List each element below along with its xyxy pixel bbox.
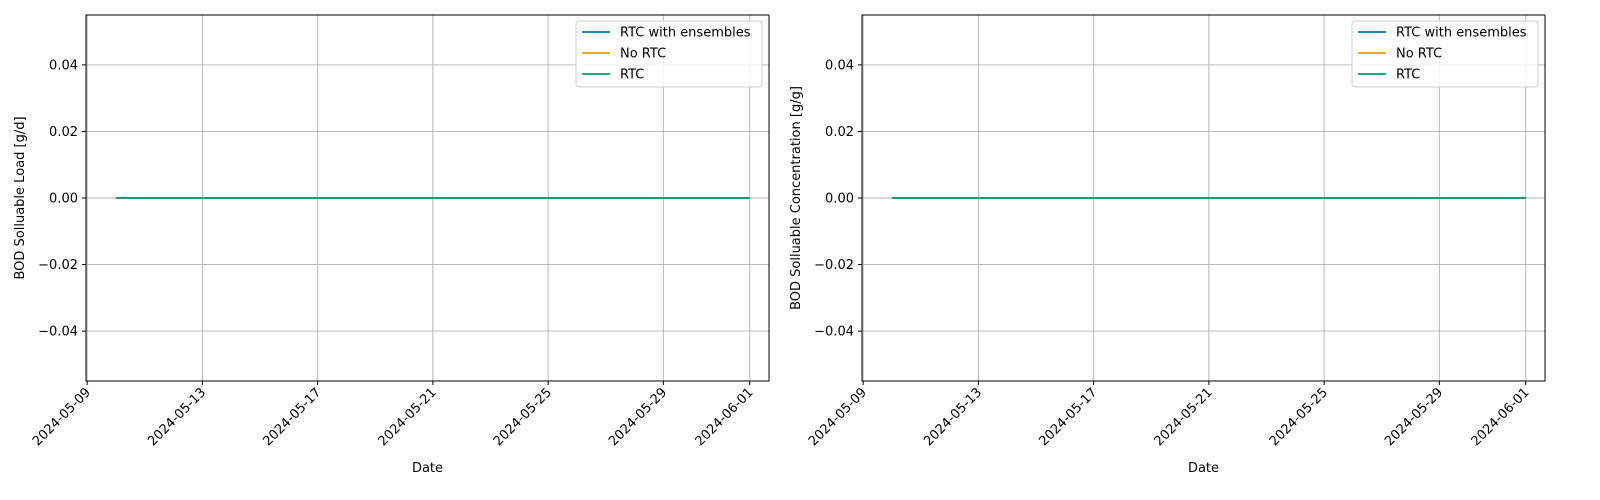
x-tick-label: 2024-05-17 bbox=[1036, 385, 1100, 449]
x-tick-label: 2024-05-09 bbox=[30, 385, 94, 449]
x-tick-label: 2024-05-21 bbox=[376, 385, 440, 449]
legend-entry-label: No RTC bbox=[620, 47, 666, 62]
y-axis-label: BOD Solluable Load [g/d] bbox=[13, 116, 28, 279]
legend-box bbox=[575, 20, 763, 88]
x-tick-label: 2024-05-25 bbox=[1267, 385, 1331, 449]
x-axis-label: Date bbox=[1188, 461, 1219, 476]
legend-entry-label: No RTC bbox=[1396, 47, 1442, 62]
y-axis-label: BOD Solluable Concentration [g/g] bbox=[789, 86, 804, 310]
y-tick-label: −0.04 bbox=[38, 325, 78, 340]
legend-box bbox=[1351, 20, 1539, 88]
x-tick-label: 2024-05-13 bbox=[145, 385, 209, 449]
y-tick-label: 0.02 bbox=[825, 125, 854, 140]
y-tick-label: 0.04 bbox=[49, 58, 78, 73]
y-tick-label: 0.02 bbox=[49, 125, 78, 140]
x-tick-label: 2024-05-29 bbox=[1382, 385, 1446, 449]
y-tick-label: −0.02 bbox=[814, 258, 854, 273]
y-tick-label: −0.04 bbox=[814, 325, 854, 340]
y-tick-label: 0.00 bbox=[825, 192, 854, 207]
legend-entry-label: RTC bbox=[1396, 68, 1420, 83]
legend: RTC with ensembles No RTC RTC bbox=[1351, 20, 1539, 88]
legend: RTC with ensembles No RTC RTC bbox=[575, 20, 763, 88]
x-tick-label: 2024-05-25 bbox=[491, 385, 555, 449]
chart-panel-1: 2024-05-09 2024-05-13 2024-05-17 2024-05-21… bbox=[13, 14, 770, 476]
legend-entry-label: RTC with ensembles bbox=[1396, 26, 1527, 41]
y-tick-label: −0.02 bbox=[38, 258, 78, 273]
x-tick-label: 2024-05-13 bbox=[921, 385, 985, 449]
x-axis-label: Date bbox=[412, 461, 443, 476]
y-tick-label: 0.00 bbox=[49, 192, 78, 207]
x-tick-label: 2024-05-09 bbox=[806, 385, 870, 449]
x-tick-label: 2024-05-17 bbox=[260, 385, 324, 449]
x-tick-label: 2024-06-01 bbox=[693, 385, 757, 449]
x-tick-label: 2024-06-01 bbox=[1469, 385, 1533, 449]
legend-entry-label: RTC bbox=[620, 68, 644, 83]
x-tick-label: 2024-05-29 bbox=[606, 385, 670, 449]
legend-entry-label: RTC with ensembles bbox=[620, 26, 751, 41]
y-tick-label: 0.04 bbox=[825, 58, 854, 73]
chart-panel-2: 2024-05-09 2024-05-13 2024-05-17 2024-05-21… bbox=[789, 14, 1546, 476]
x-tick-label: 2024-05-21 bbox=[1152, 385, 1216, 449]
